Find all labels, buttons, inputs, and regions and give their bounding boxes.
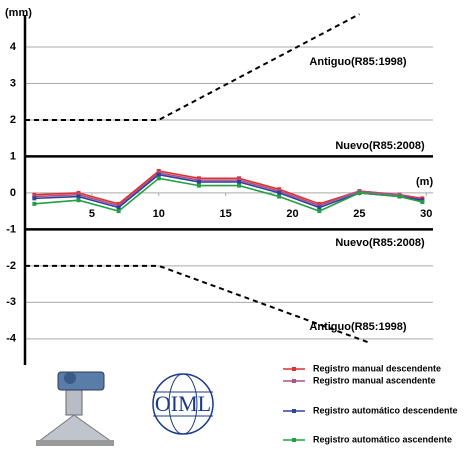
legend-marker — [292, 438, 296, 442]
x-tick-label: 5 — [89, 208, 95, 220]
point — [398, 195, 402, 199]
x-tick-label: 30 — [420, 208, 432, 220]
legend-label: Registro automático descendente — [313, 405, 458, 415]
tank-image — [36, 372, 114, 446]
oiml-logo: OIML — [153, 374, 213, 434]
y-tick-label: 0 — [10, 187, 16, 199]
series-line — [34, 178, 422, 211]
point — [32, 202, 36, 206]
point — [277, 195, 281, 199]
point — [77, 198, 81, 202]
y-tick-label: 3 — [10, 77, 16, 89]
point — [317, 209, 321, 213]
point — [197, 184, 201, 188]
y-axis-label: (mm) — [5, 7, 32, 19]
legend-marker — [292, 379, 296, 383]
x-tick-label: 10 — [153, 208, 165, 220]
point — [117, 205, 121, 209]
y-tick-label: -2 — [6, 260, 16, 272]
legend-marker — [292, 409, 296, 413]
logo-text: OIML — [155, 391, 211, 416]
point — [277, 191, 281, 195]
point — [420, 200, 424, 204]
legend-label: Registro manual ascendente — [313, 375, 436, 385]
point — [317, 205, 321, 209]
point — [237, 184, 241, 188]
y-tick-label: -1 — [6, 223, 16, 235]
point — [77, 195, 81, 199]
tolerance-label: Nuevo(R85:2008) — [335, 237, 425, 249]
legend-marker — [292, 367, 296, 371]
x-tick-label: 15 — [220, 208, 232, 220]
point — [117, 209, 121, 213]
point — [32, 196, 36, 200]
y-tick-label: -3 — [6, 296, 16, 308]
legend-label: Registro automático ascendente — [313, 434, 452, 444]
point — [157, 176, 161, 180]
tolerance-label: Nuevo(R85:2008) — [335, 140, 425, 152]
point — [157, 173, 161, 177]
y-tick-label: 2 — [10, 114, 16, 126]
y-tick-label: -4 — [6, 333, 17, 345]
point — [237, 180, 241, 184]
y-tick-label: 1 — [10, 150, 16, 162]
tolerance-label: Antiguo(R85:1998) — [309, 56, 407, 68]
chart: (mm) (m) OIML -4 -3 -2 -1 0 1 2 3 4 5 10 15 20 25 30 An… — [0, 0, 470, 450]
point — [197, 180, 201, 184]
y-tick-label: 4 — [10, 41, 17, 53]
tolerance-label: Antiguo(R85:1998) — [309, 321, 407, 333]
x-tick-label: 25 — [353, 208, 365, 220]
legend-label: Registro manual descendente — [313, 363, 441, 373]
point — [357, 191, 361, 195]
x-tick-label: 20 — [286, 208, 298, 220]
x-axis-label: (m) — [416, 176, 433, 188]
